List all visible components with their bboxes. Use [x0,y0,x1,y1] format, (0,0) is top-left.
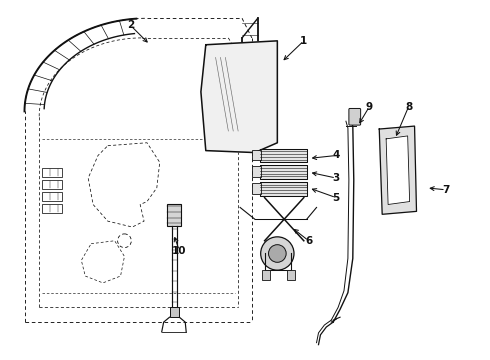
Bar [170,307,179,317]
Bar [260,165,307,179]
Circle shape [269,245,286,262]
Text: 6: 6 [305,236,312,246]
Circle shape [261,237,294,270]
Bar [42,180,62,189]
Bar [260,182,307,196]
Polygon shape [201,41,277,153]
Text: 5: 5 [333,193,340,203]
Bar [42,204,62,213]
Text: 1: 1 [300,36,307,46]
Bar [252,166,261,177]
Bar [42,168,62,177]
Text: 4: 4 [332,150,340,161]
Text: 10: 10 [172,246,187,256]
Text: 8: 8 [405,102,412,112]
Polygon shape [379,126,416,214]
Bar [252,150,261,161]
Bar [42,192,62,201]
Text: 3: 3 [333,173,340,183]
Bar [167,204,181,226]
Text: 2: 2 [127,20,134,30]
FancyBboxPatch shape [349,108,361,125]
Polygon shape [386,136,410,204]
Bar [260,149,307,162]
Bar [262,270,270,280]
Text: 9: 9 [366,102,373,112]
Bar [287,270,295,280]
Text: 7: 7 [442,185,450,195]
Bar [252,183,261,194]
